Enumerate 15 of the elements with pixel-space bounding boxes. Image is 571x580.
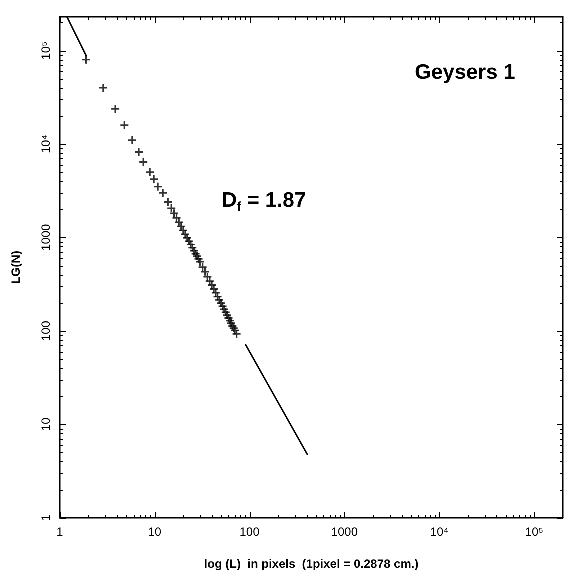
- y-tick-label: 1000: [39, 224, 53, 252]
- y-tick-label: 10: [39, 418, 53, 432]
- y-axis-title: LG(N): [9, 250, 23, 284]
- y-tick-label: 10⁴: [39, 134, 53, 154]
- x-tick-label: 10: [148, 525, 162, 539]
- x-tick-label: 10⁴: [430, 525, 449, 539]
- x-axis-title: log (L) in pixels (1pixel = 0.2878 cm.): [204, 557, 419, 571]
- y-tick-label: 100: [39, 320, 53, 342]
- y-tick-label: 1: [39, 514, 53, 522]
- x-tick-label: 10⁵: [525, 525, 544, 539]
- x-tick-label: 100: [240, 525, 260, 539]
- y-tick-label: 10⁵: [39, 42, 53, 60]
- annotation: Geysers 1: [415, 61, 516, 84]
- x-tick-label: 1: [56, 525, 64, 539]
- x-tick-label: 1000: [331, 525, 358, 539]
